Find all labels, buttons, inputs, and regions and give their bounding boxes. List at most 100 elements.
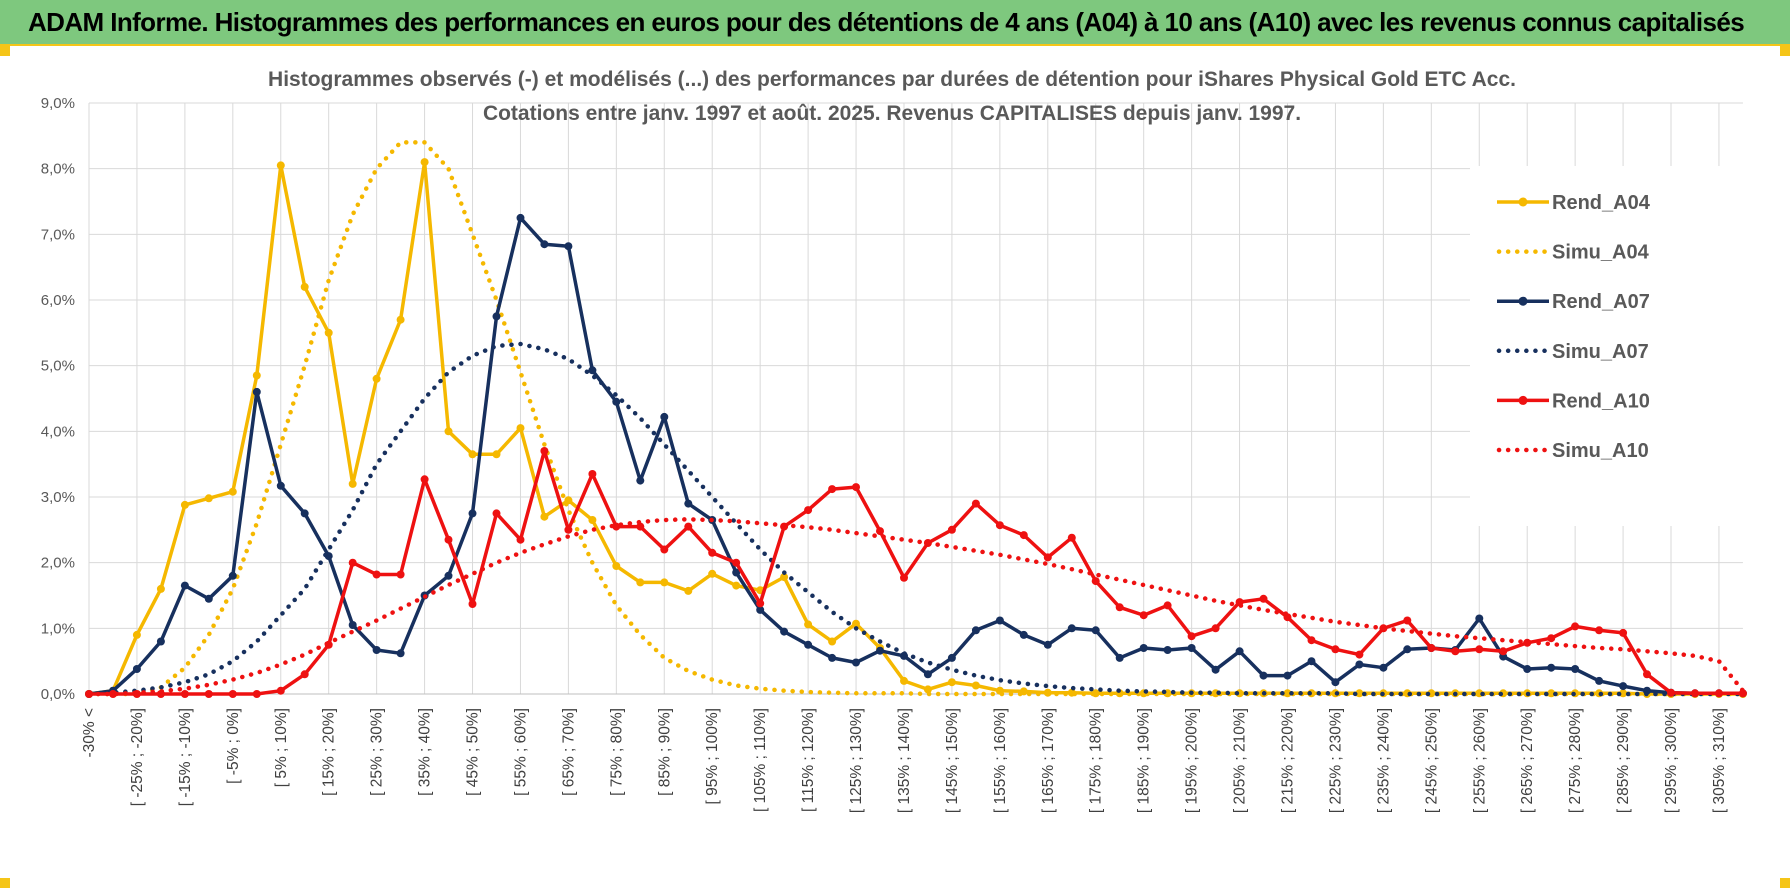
legend-item-rend-a07: Rend_A07	[1497, 291, 1650, 313]
series-line-simu-a10	[86, 517, 1746, 697]
x-tick-label: [ 295% ; 300%]	[1663, 708, 1680, 813]
data-point-rend-a10	[492, 509, 501, 518]
data-point-rend-a07	[276, 481, 285, 490]
data-point-rend-a04	[132, 630, 141, 639]
data-point-rend-a07	[1259, 671, 1268, 680]
y-tick-label: 7,0%	[41, 226, 75, 243]
data-point-rend-a04	[180, 500, 189, 509]
data-point-rend-a04	[372, 374, 381, 383]
x-tick-label: [ 105% ; 110%]	[752, 708, 769, 812]
data-point-rend-a07	[684, 499, 693, 508]
data-point-rend-a10	[252, 690, 261, 698]
data-point-rend-a10	[180, 690, 189, 698]
data-point-rend-a04	[971, 681, 980, 690]
data-point-rend-a10	[1307, 636, 1316, 645]
data-point-rend-a07	[348, 621, 357, 629]
x-tick-label: [ 55% ; 60%]	[512, 708, 529, 796]
data-point-rend-a10	[1163, 601, 1172, 610]
y-tick-label: 8,0%	[41, 161, 75, 178]
legend-background	[1470, 166, 1770, 526]
x-tick-label: [ 215% ; 220%]	[1280, 708, 1297, 813]
data-point-rend-a10	[1403, 616, 1412, 625]
histogram-chart: Histogrammes observés (-) et modélisés (…	[41, 68, 1770, 813]
data-point-rend-a07	[732, 568, 741, 577]
data-point-rend-a07	[540, 240, 549, 249]
data-point-rend-a07	[804, 640, 813, 649]
data-point-rend-a04	[228, 487, 237, 496]
data-point-rend-a07	[1619, 682, 1628, 691]
data-point-rend-a10	[516, 535, 525, 544]
data-point-rend-a10	[228, 690, 237, 698]
data-point-rend-a04	[516, 424, 525, 433]
data-point-rend-a10	[636, 522, 645, 531]
data-point-rend-a07	[1235, 647, 1244, 656]
legend-item-simu-a04: Simu_A04	[1496, 242, 1650, 264]
data-point-rend-a04	[324, 328, 333, 337]
data-point-rend-a07	[468, 509, 477, 518]
data-point-rend-a07	[660, 412, 669, 421]
data-point-rend-a10	[1643, 670, 1651, 679]
data-point-rend-a07	[947, 653, 956, 662]
data-point-rend-a10	[947, 525, 956, 534]
legend-item-simu-a07: Simu_A07	[1496, 341, 1649, 363]
data-point-rend-a10	[1331, 645, 1340, 654]
data-point-rend-a07	[1307, 657, 1316, 666]
x-tick-label: [ -25% ; -20%]	[129, 708, 146, 806]
y-axis: 0,0% 1,0% 2,0% 3,0% 4,0% 5,0% 6,0% 7,0% 8,0% 9,0%	[41, 95, 75, 703]
data-point-rend-a07	[252, 387, 261, 396]
data-point-rend-a04	[588, 516, 597, 524]
data-point-rend-a10	[971, 499, 980, 508]
data-point-rend-a04	[156, 584, 165, 593]
chart-title-line-1: Histogrammes observés (-) et modélisés (…	[268, 68, 1516, 91]
data-point-rend-a07	[971, 626, 980, 635]
x-tick-label: [ 195% ; 200%]	[1184, 708, 1201, 813]
y-tick-label: 2,0%	[41, 555, 75, 572]
data-point-rend-a04	[420, 158, 429, 167]
data-point-rend-a10	[1067, 533, 1076, 542]
data-point-rend-a04	[492, 450, 501, 459]
x-tick-label: [ 275% ; 280%]	[1567, 708, 1584, 813]
data-point-rend-a07	[204, 594, 213, 603]
data-point-rend-a10	[1115, 603, 1124, 612]
legend-label: Simu_A04	[1552, 242, 1650, 264]
data-point-rend-a10	[1619, 628, 1628, 637]
data-point-rend-a10	[684, 522, 693, 531]
data-point-rend-a07	[636, 476, 645, 485]
x-tick-label: -30% <	[81, 708, 98, 758]
data-point-rend-a10	[1451, 647, 1460, 656]
x-tick-label: [ -15% ; -10%]	[177, 708, 194, 806]
x-tick-label: [ 125% ; 130%]	[848, 708, 865, 813]
y-tick-label: 4,0%	[41, 423, 75, 440]
data-point-rend-a10	[396, 570, 405, 579]
data-point-rend-a07	[876, 646, 884, 655]
data-point-rend-a07	[1475, 614, 1484, 623]
data-point-rend-a07	[1019, 630, 1028, 639]
data-point-rend-a10	[1475, 645, 1484, 654]
legend-label: Simu_A07	[1552, 341, 1649, 363]
x-tick-label: [ 5% ; 10%]	[273, 708, 290, 787]
data-point-rend-a10	[348, 558, 357, 567]
legend-label: Simu_A10	[1552, 440, 1649, 462]
data-point-rend-a07	[828, 653, 837, 662]
data-point-rend-a10	[1547, 634, 1556, 643]
x-tick-label: [ 95% ; 100%]	[704, 708, 721, 805]
legend-marker	[1518, 395, 1528, 405]
data-point-rend-a10	[804, 506, 813, 515]
data-point-rend-a07	[1355, 660, 1364, 669]
data-point-rend-a10	[420, 475, 429, 484]
y-tick-label: 9,0%	[41, 95, 75, 112]
x-tick-label: [ 65% ; 70%]	[560, 708, 577, 796]
x-tick-label: [ 255% ; 260%]	[1471, 708, 1488, 813]
y-tick-label: 5,0%	[41, 358, 75, 375]
data-point-rend-a07	[1283, 671, 1292, 680]
data-point-rend-a07	[180, 581, 189, 590]
legend: Rend_A04 Simu_A04 Rend_A07 Simu_A07 Rend_A10…	[1496, 192, 1651, 462]
data-point-rend-a07	[396, 649, 405, 658]
data-point-rend-a07	[372, 646, 381, 654]
data-point-rend-a04	[923, 685, 932, 694]
data-point-rend-a04	[540, 512, 549, 521]
data-point-rend-a04	[348, 479, 357, 488]
corner-accent-top-right	[1780, 46, 1790, 56]
data-point-rend-a07	[1523, 665, 1532, 673]
chart-title-line-2: Cotations entre janv. 1997 et août. 2025…	[483, 102, 1301, 125]
